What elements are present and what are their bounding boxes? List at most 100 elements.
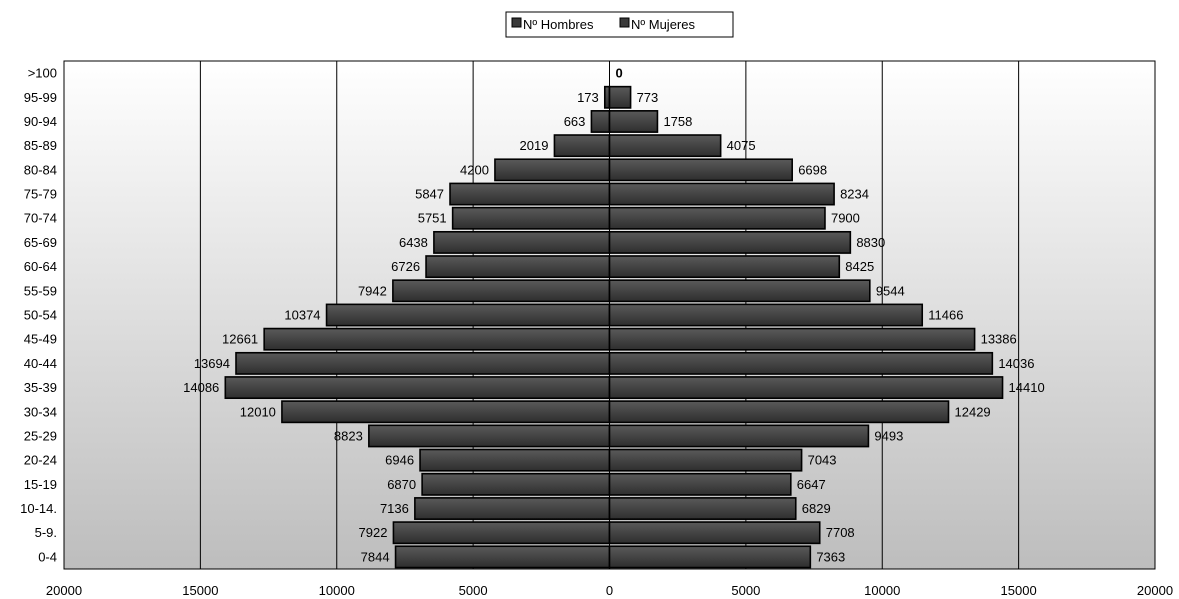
data-label-hombres: 663 — [564, 114, 586, 129]
category-label: 35-39 — [24, 380, 57, 395]
category-label: 15-19 — [24, 477, 57, 492]
bar-hombres — [433, 230, 611, 254]
bar-hombres — [224, 376, 611, 400]
data-label-mujeres: 9493 — [874, 428, 903, 443]
x-tick-label: 0 — [606, 583, 613, 598]
bar-hombres — [263, 327, 611, 351]
bar-mujeres — [608, 424, 870, 448]
bar-hombres — [281, 400, 611, 424]
value-axis-labels: 20000 15000 10000 5000 0 5000 10000 15000 20000 — [46, 583, 1173, 598]
category-label: 80-84 — [24, 162, 57, 177]
category-label: 50-54 — [24, 308, 57, 323]
bar-mujeres — [608, 327, 976, 351]
bar-mujeres — [608, 206, 826, 230]
data-label-hombres: 7942 — [358, 283, 387, 298]
category-label: >100 — [28, 66, 57, 81]
data-label-hombres: 8823 — [334, 428, 363, 443]
data-label-mujeres: 7043 — [808, 453, 837, 468]
data-label-mujeres: 0 — [616, 66, 623, 81]
category-label: 90-94 — [24, 114, 57, 129]
x-tick-label: 20000 — [1137, 583, 1173, 598]
bar-mujeres — [608, 448, 803, 472]
bar-hombres — [392, 279, 611, 303]
category-label: 10-14. — [20, 501, 57, 516]
bar-mujeres — [608, 472, 792, 496]
category-label: 20-24 — [24, 453, 57, 468]
bar-hombres — [419, 448, 611, 472]
category-label: 75-79 — [24, 187, 57, 202]
data-label-mujeres: 4075 — [727, 138, 756, 153]
data-label-mujeres: 9544 — [876, 283, 905, 298]
bar-hombres — [449, 182, 611, 206]
data-label-mujeres: 13386 — [981, 332, 1017, 347]
bar-mujeres — [608, 303, 924, 327]
category-label: 0-4 — [38, 549, 57, 564]
bar-mujeres — [608, 497, 797, 520]
data-label-mujeres: 12429 — [955, 404, 991, 419]
legend-label-hombres: Nº Hombres — [523, 17, 594, 32]
bar-mujeres — [608, 182, 835, 206]
data-label-mujeres: 8234 — [840, 187, 869, 202]
category-axis-labels: >100 95-99 90-94 85-89 80-84 75-79 70-74 65-69 6… — [20, 66, 57, 565]
bar-hombres — [394, 545, 611, 569]
bar-hombres — [392, 521, 611, 545]
plot-frame — [63, 60, 1156, 570]
data-label-hombres: 6726 — [391, 259, 420, 274]
x-tick-label: 10000 — [319, 583, 355, 598]
bar-hombres — [425, 255, 611, 279]
bar-hombres — [325, 303, 611, 327]
data-label-hombres: 2019 — [520, 138, 549, 153]
bar-hombres — [451, 206, 611, 230]
x-tick-label: 15000 — [182, 583, 218, 598]
bar-mujeres — [608, 230, 852, 254]
bar-mujeres — [608, 351, 994, 375]
x-tick-label: 15000 — [1001, 583, 1037, 598]
category-label: 65-69 — [24, 235, 57, 250]
data-label-hombres: 5847 — [415, 187, 444, 202]
data-label-mujeres: 14410 — [1009, 380, 1045, 395]
bars — [224, 85, 1004, 569]
legend-swatch-hombres — [511, 17, 522, 28]
data-label-hombres: 173 — [577, 90, 599, 105]
data-label-hombres: 7922 — [359, 525, 388, 540]
category-label: 40-44 — [24, 356, 57, 371]
data-label-hombres: 7136 — [380, 501, 409, 516]
bar-mujeres — [608, 134, 722, 158]
bar-mujeres — [608, 376, 1004, 400]
data-label-mujeres: 7363 — [816, 549, 845, 564]
bar-mujeres — [608, 158, 793, 182]
data-label-hombres: 10374 — [284, 308, 320, 323]
bar-hombres — [421, 472, 611, 496]
category-label: 55-59 — [24, 283, 57, 298]
bar-mujeres — [608, 279, 871, 303]
data-label-hombres: 12661 — [222, 332, 258, 347]
x-tick-label: 10000 — [864, 583, 900, 598]
x-tick-label: 5000 — [731, 583, 760, 598]
data-label-mujeres: 8830 — [856, 235, 885, 250]
data-label-hombres: 12010 — [240, 404, 276, 419]
data-label-mujeres: 8425 — [845, 259, 874, 274]
bar-mujeres — [608, 521, 821, 545]
category-label: 5-9. — [35, 525, 57, 540]
bar-mujeres — [608, 255, 841, 279]
data-label-mujeres: 7900 — [831, 211, 860, 226]
data-label-mujeres: 11466 — [928, 308, 963, 323]
legend: Nº Hombres Nº Mujeres — [505, 11, 734, 38]
data-label-hombres: 6946 — [385, 453, 414, 468]
data-label-mujeres: 1758 — [663, 114, 692, 129]
data-label-hombres: 5751 — [418, 211, 447, 226]
category-label: 25-29 — [24, 428, 57, 443]
bar-hombres — [235, 351, 611, 375]
bar-hombres — [553, 134, 611, 158]
bar-hombres — [368, 424, 611, 448]
category-label: 95-99 — [24, 90, 57, 105]
category-label: 30-34 — [24, 404, 57, 419]
category-label: 85-89 — [24, 138, 57, 153]
bar-mujeres — [608, 110, 659, 133]
data-label-mujeres: 7708 — [826, 525, 855, 540]
data-labels: 0 173 773 663 1758 2019 4075 4200 6698 5847 8234 57… — [183, 66, 1045, 565]
x-tick-label: 5000 — [459, 583, 488, 598]
data-label-hombres: 4200 — [460, 162, 489, 177]
data-label-hombres: 7844 — [361, 549, 390, 564]
category-label: 45-49 — [24, 332, 57, 347]
